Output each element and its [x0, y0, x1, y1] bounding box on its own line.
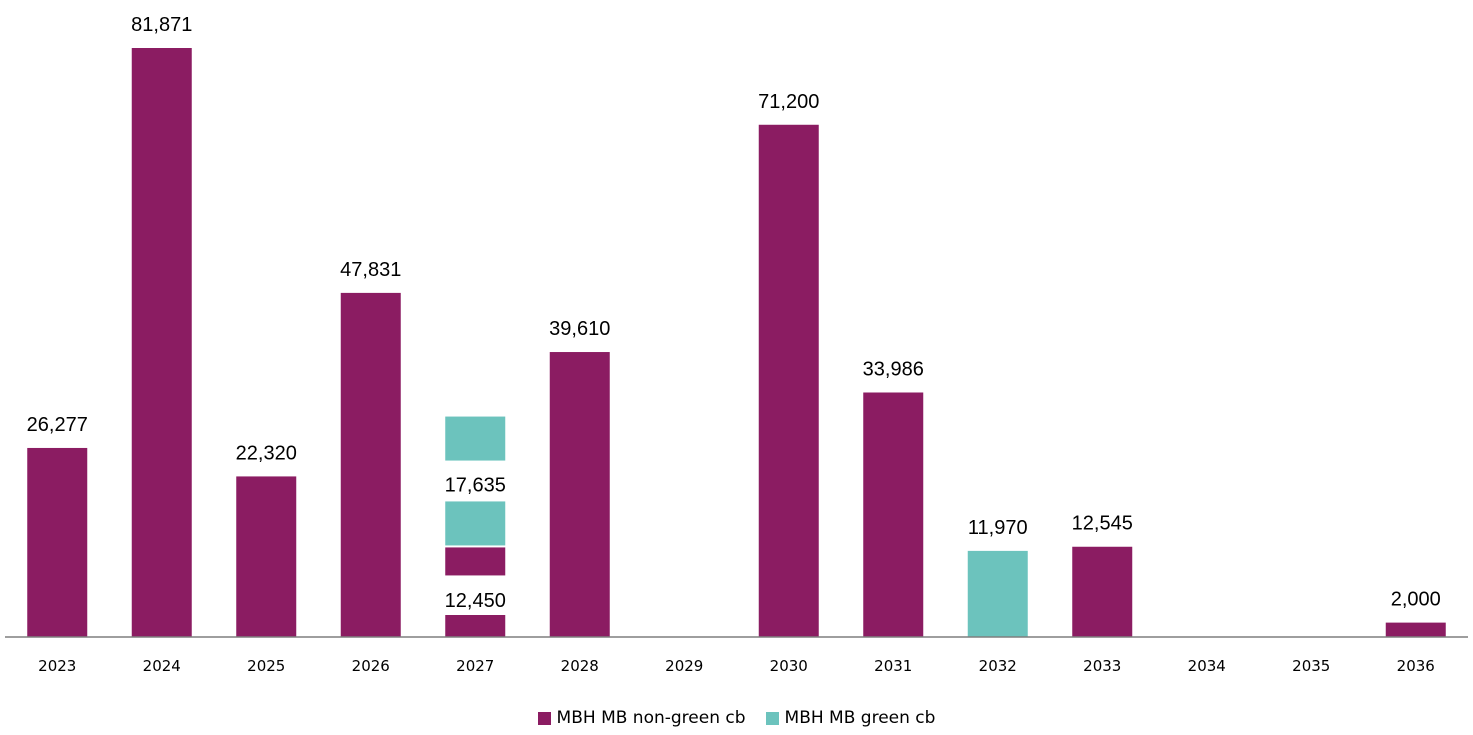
bar-non-green	[549, 352, 610, 637]
bar-green	[967, 550, 1028, 637]
data-label-green: 17,635	[445, 474, 506, 496]
bar-non-green	[131, 48, 192, 637]
bar-non-green	[27, 447, 88, 637]
x-tick-label: 2030	[770, 657, 808, 675]
data-labels-group: 26,277 81,871 22,320 47,831 12,450 17,635 39,6…	[27, 14, 1441, 612]
legend-label-non-green: MBH MB non-green cb	[556, 708, 746, 728]
data-label: 47,831	[340, 259, 401, 281]
legend-swatch-non-green	[537, 711, 551, 725]
x-tick-label: 2024	[143, 657, 181, 675]
bar-green-segment	[445, 416, 506, 461]
bar-non-green-segment	[445, 615, 506, 637]
data-label: 71,200	[758, 91, 819, 113]
x-tick-label: 2026	[352, 657, 390, 675]
data-label: 2,000	[1391, 589, 1441, 611]
data-label: 81,871	[131, 14, 192, 36]
data-label: 12,545	[1072, 513, 1133, 535]
bar-non-green	[1072, 546, 1133, 637]
x-tick-label: 2029	[665, 657, 703, 675]
data-label: 11,970	[968, 517, 1028, 539]
bar-non-green	[236, 476, 297, 637]
data-label-non-green: 12,450	[445, 590, 506, 612]
bar-green-segment	[445, 501, 506, 546]
x-tick-label: 2035	[1292, 657, 1330, 675]
data-label: 22,320	[236, 442, 297, 464]
legend-item-non-green: MBH MB non-green cb	[537, 708, 746, 728]
data-label: 39,610	[549, 318, 610, 340]
data-label: 26,277	[27, 414, 88, 436]
x-tick-label: 2025	[247, 657, 285, 675]
bar-non-green	[1385, 622, 1446, 637]
bars-group	[27, 48, 1446, 638]
legend-label-green: MBH MB green cb	[784, 708, 936, 728]
x-tick-label: 2033	[1083, 657, 1121, 675]
legend: MBH MB non-green cb MBH MB green cb	[0, 708, 1473, 728]
x-tick-label: 2036	[1397, 657, 1435, 675]
legend-swatch-green	[765, 711, 779, 725]
x-tick-label: 2034	[1188, 657, 1226, 675]
legend-item-green: MBH MB green cb	[765, 708, 936, 728]
x-tick-label: 2023	[38, 657, 76, 675]
x-tick-label: 2027	[456, 657, 494, 675]
bar-non-green	[863, 392, 924, 637]
bar-chart: 26,277 81,871 22,320 47,831 12,450 17,635 39,6…	[5, 14, 1468, 675]
data-label: 33,986	[863, 358, 924, 380]
x-tick-label: 2031	[874, 657, 912, 675]
bar-non-green	[340, 292, 401, 637]
bar-non-green	[758, 124, 819, 638]
x-tick-label: 2032	[979, 657, 1017, 675]
x-tick-label: 2028	[561, 657, 599, 675]
bar-non-green-segment	[445, 547, 506, 576]
x-tick-labels-group: 2023 2024 2025 2026 2027 2028 2029 2030 2031 2032…	[38, 657, 1435, 675]
